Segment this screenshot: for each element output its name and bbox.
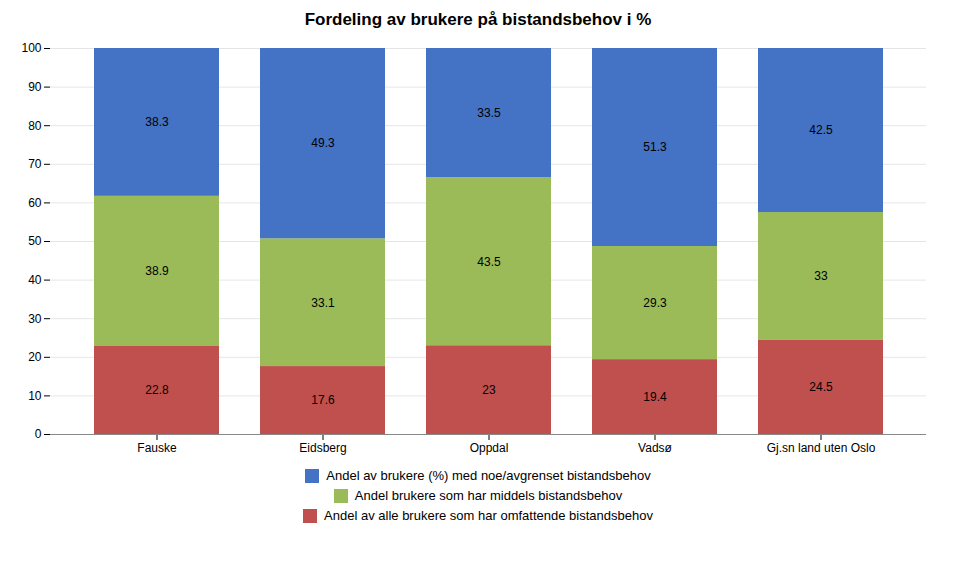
svg-text:70: 70 xyxy=(28,157,42,171)
svg-text:42.5: 42.5 xyxy=(809,123,833,137)
svg-text:Vadsø: Vadsø xyxy=(638,441,672,455)
svg-text:38.9: 38.9 xyxy=(145,264,169,278)
html-text:Andel av brukere (%) med noe/a: Andel av brukere (%) med noe/avgrenset b… xyxy=(326,468,651,483)
svg-text:90: 90 xyxy=(28,80,42,94)
html-text:Andel brukere som har middels: Andel brukere som har middels bistandsbe… xyxy=(354,488,623,503)
svg-text:Gj.sn land uten Oslo: Gj.sn land uten Oslo xyxy=(767,441,876,455)
svg-text:49.3: 49.3 xyxy=(311,136,335,150)
svg-text:0: 0 xyxy=(35,427,42,441)
svg-text:33: 33 xyxy=(814,269,828,283)
svg-text:80: 80 xyxy=(28,119,42,133)
svg-text:60: 60 xyxy=(28,196,42,210)
svg-text:51.3: 51.3 xyxy=(643,140,667,154)
svg-text:30: 30 xyxy=(28,312,42,326)
svg-text:38.3: 38.3 xyxy=(145,115,169,129)
svg-text:Fauske: Fauske xyxy=(137,441,177,455)
svg-text:22.8: 22.8 xyxy=(145,383,169,397)
svg-text:10: 10 xyxy=(28,389,42,403)
svg-text:29.3: 29.3 xyxy=(643,296,667,310)
svg-text:100: 100 xyxy=(21,41,41,55)
svg-text:33.5: 33.5 xyxy=(477,106,501,120)
svg-text:43.5: 43.5 xyxy=(477,255,501,269)
svg-text:17.6: 17.6 xyxy=(311,393,335,407)
svg-text:Oppdal: Oppdal xyxy=(470,441,509,455)
svg-text:33.1: 33.1 xyxy=(311,296,335,310)
html-text:Fordeling av brukere på bistan: Fordeling av brukere på bistandsbehov i … xyxy=(304,10,652,29)
svg-text:40: 40 xyxy=(28,273,42,287)
svg-text:23: 23 xyxy=(482,383,496,397)
svg-text:20: 20 xyxy=(28,350,42,364)
html-text:Andel av alle brukere som har: Andel av alle brukere som har omfattende… xyxy=(324,508,653,523)
svg-text:Eidsberg: Eidsberg xyxy=(299,441,346,455)
svg-text:50: 50 xyxy=(28,234,42,248)
svg-text:19.4: 19.4 xyxy=(643,390,667,404)
svg-text:24.5: 24.5 xyxy=(809,380,833,394)
